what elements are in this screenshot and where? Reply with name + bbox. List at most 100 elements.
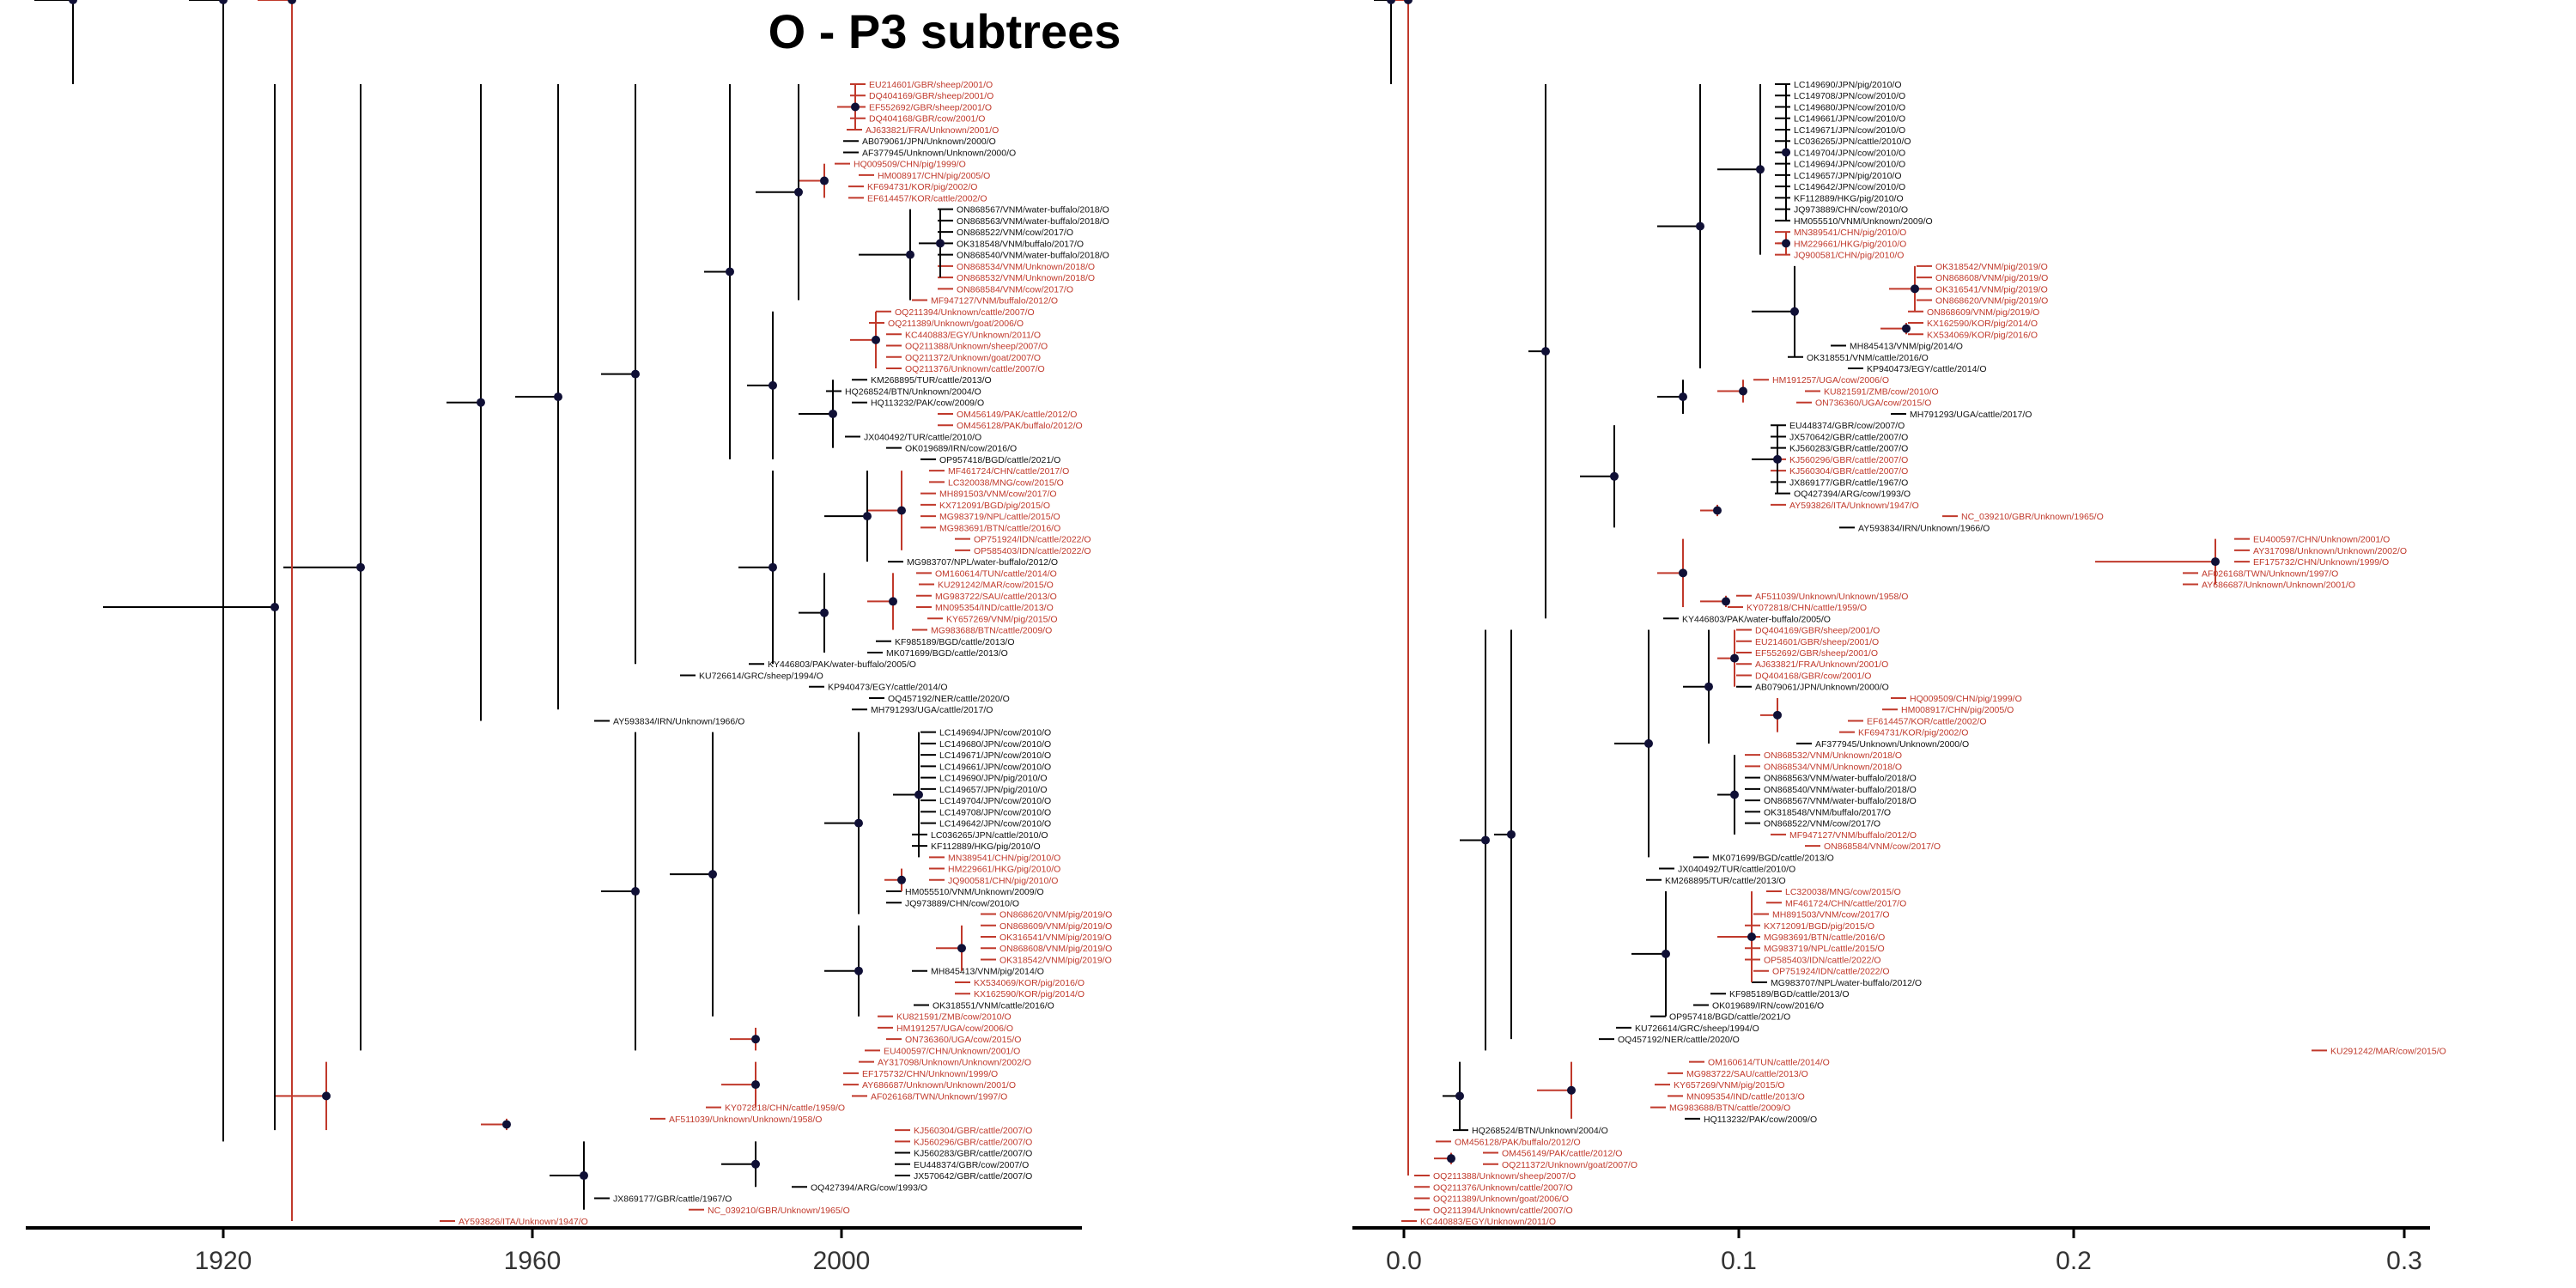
left-leaf-label: ON868608/VNM/pig/2019/O [999, 944, 1112, 954]
right-leaf-label: MH845413/VNM/pig/2014/O [1850, 342, 1963, 352]
left-node [854, 818, 863, 828]
right-leaf-label: AF026168/TWN/Unknown/1997/O [2202, 568, 2338, 579]
right-leaf-label: MN389541/CHN/pig/2010/O [1794, 228, 1906, 238]
right-node [1507, 829, 1516, 839]
right-leaf-label: MF461724/CHN/cattle/2017/O [1785, 898, 1906, 908]
right-axis-tick-label: 0.2 [2056, 1247, 2092, 1275]
right-leaf-label: AJ633821/FRA/Unknown/2001/O [1755, 659, 1888, 670]
right-node [1644, 738, 1653, 748]
right-node [1773, 454, 1782, 464]
right-leaf-label: OK019689/IRN/cow/2016/O [1712, 1000, 1824, 1011]
right-leaf-label: LC149694/JPN/cow/2010/O [1794, 160, 1905, 170]
right-leaf-label: LC149680/JPN/cow/2010/O [1794, 102, 1905, 112]
right-leaf-label: MG983707/NPL/water-buffalo/2012/O [1771, 978, 1922, 988]
right-leaf-label: MG983688/BTN/cattle/2009/O [1669, 1103, 1790, 1114]
right-leaf-label: KM268895/TUR/cattle/2013/O [1665, 876, 1786, 886]
right-leaf-label: KY072818/CHN/cattle/1959/O [1747, 603, 1867, 613]
right-leaf-label: ON868609/VNM/pig/2019/O [1927, 307, 2039, 318]
right-leaf-label: KX534069/KOR/pig/2016/O [1927, 330, 2038, 340]
right-leaf-label: ON868567/VNM/water-buffalo/2018/O [1764, 796, 1917, 806]
left-node [851, 102, 860, 112]
left-leaf-label: KY072818/CHN/cattle/1959/O [725, 1103, 845, 1114]
right-node [1773, 710, 1782, 720]
right-leaf-label: EU448374/GBR/cow/2007/O [1789, 421, 1905, 431]
left-leaf-label: OQ211372/Unknown/goat/2007/O [905, 353, 1041, 363]
left-leaf-label: MH891503/VNM/cow/2017/O [939, 489, 1057, 500]
left-node [906, 250, 914, 259]
left-leaf-label: AY317098/Unknown/Unknown/2002/O [878, 1058, 1031, 1068]
right-leaf-label: DQ404168/GBR/cow/2001/O [1755, 671, 1871, 681]
right-leaf-label: ON868563/VNM/water-buffalo/2018/O [1764, 774, 1917, 784]
left-leaf-label: KF985189/BGD/cattle/2013/O [895, 637, 1015, 647]
right-leaf-label: LC149657/JPN/pig/2010/O [1794, 171, 1902, 181]
right-leaf-label: KJ560283/GBR/cattle/2007/O [1789, 444, 1908, 454]
left-node [751, 1159, 760, 1169]
right-leaf-label: OQ211376/Unknown/cattle/2007/O [1433, 1182, 1573, 1193]
right-leaf-label: KF694731/KOR/pig/2002/O [1858, 728, 1968, 738]
right-leaf-label: OQ211389/Unknown/goat/2006/O [1433, 1194, 1569, 1205]
left-leaf-label: KJ560283/GBR/cattle/2007/O [914, 1149, 1032, 1159]
right-leaf-label: HQ009509/CHN/pig/1999/O [1910, 694, 2022, 704]
right-leaf-label: OQ211394/Unknown/cattle/2007/O [1433, 1206, 1573, 1216]
left-leaf-label: MG983722/SAU/cattle/2013/O [935, 592, 1057, 602]
left-leaf-label: JX869177/GBR/cattle/1967/O [613, 1194, 732, 1205]
left-leaf-label: EF175732/CHN/Unknown/1999/O [862, 1069, 998, 1079]
left-leaf-label: LC149708/JPN/cow/2010/O [939, 807, 1051, 817]
right-leaf-label: OK318548/VNM/buffalo/2017/O [1764, 807, 1891, 817]
right-leaf-label: KF985189/BGD/cattle/2013/O [1729, 989, 1850, 999]
left-leaf-label: HQ009509/CHN/pig/1999/O [854, 160, 966, 170]
left-leaf-label: KU821591/ZMB/cow/2010/O [896, 1012, 1012, 1023]
left-node [726, 267, 734, 276]
left-node [820, 608, 829, 617]
right-leaf-label: EF552692/GBR/sheep/2001/O [1755, 648, 1878, 659]
left-leaf-label: LC036265/JPN/cattle/2010/O [931, 830, 1048, 841]
right-leaf-label: KX712091/BGD/pig/2015/O [1764, 921, 1874, 932]
left-node [897, 875, 906, 884]
left-leaf-label: ON868563/VNM/water-buffalo/2018/O [957, 216, 1109, 227]
right-node [1696, 222, 1704, 231]
right-leaf-label: MG983722/SAU/cattle/2013/O [1686, 1069, 1808, 1079]
right-leaf-label: OQ457192/NER/cattle/2020/O [1618, 1035, 1740, 1045]
right-leaf-label: MH891503/VNM/cow/2017/O [1772, 910, 1890, 920]
left-leaf-label: MN095354/IND/cattle/2013/O [935, 603, 1054, 613]
left-node [554, 392, 562, 402]
left-node [288, 0, 296, 4]
left-node [957, 944, 966, 953]
right-node [2211, 557, 2220, 567]
right-leaf-label: OM160614/TUN/cattle/2014/O [1708, 1058, 1830, 1068]
left-leaf-label: HM191257/UGA/cow/2006/O [896, 1024, 1013, 1034]
left-leaf-label: OQ211394/Unknown/cattle/2007/O [895, 307, 1035, 318]
right-leaf-label: KX162590/KOR/pig/2014/O [1927, 319, 2038, 329]
left-node [356, 562, 365, 572]
left-node [502, 1120, 511, 1129]
left-node [872, 335, 880, 344]
right-leaf-label: OQ211372/Unknown/goat/2007/O [1502, 1160, 1637, 1170]
left-leaf-label: NC_039210/GBR/Unknown/1965/O [708, 1206, 850, 1216]
right-leaf-label: KF112889/HKG/pig/2010/O [1794, 193, 1904, 204]
left-leaf-label: MG983707/NPL/water-buffalo/2012/O [907, 557, 1058, 568]
right-node [1747, 933, 1756, 941]
right-node [1662, 949, 1670, 958]
right-leaf-label: NC_039210/GBR/Unknown/1965/O [1961, 512, 2104, 522]
right-leaf-label: HM055510/VNM/Unknown/2009/O [1794, 216, 1933, 227]
right-leaf-label: EU214601/GBR/sheep/2001/O [1755, 637, 1879, 647]
left-leaf-label: HM229661/HKG/pig/2010/O [948, 865, 1060, 875]
right-leaf-label: JX040492/TUR/cattle/2010/O [1678, 865, 1795, 875]
right-leaf-label: AF511039/Unknown/Unknown/1958/O [1755, 592, 1908, 602]
left-leaf-label: MK071699/BGD/cattle/2013/O [886, 648, 1008, 659]
right-leaf-label: OK318551/VNM/cattle/2016/O [1807, 353, 1929, 363]
left-node [829, 409, 837, 418]
left-leaf-label: KJ560296/GBR/cattle/2007/O [914, 1137, 1032, 1147]
left-node [322, 1091, 331, 1101]
right-leaf-label: KC440883/EGY/Unknown/2011/O [1420, 1217, 1556, 1227]
left-leaf-label: OQ457192/NER/cattle/2020/O [888, 694, 1010, 704]
right-leaf-label: JX570642/GBR/cattle/2007/O [1789, 432, 1908, 442]
right-node [1404, 0, 1413, 4]
left-leaf-label: ON868522/VNM/cow/2017/O [957, 228, 1073, 238]
left-leaf-label: OK316541/VNM/pig/2019/O [999, 933, 1112, 943]
left-leaf-label: OM456149/PAK/cattle/2012/O [957, 410, 1077, 420]
right-leaf-label: AY593826/ITA/Unknown/1947/O [1789, 501, 1919, 511]
left-leaf-label: MG983688/BTN/cattle/2009/O [931, 626, 1052, 636]
left-leaf-label: ON736360/UGA/cow/2015/O [905, 1035, 1021, 1045]
